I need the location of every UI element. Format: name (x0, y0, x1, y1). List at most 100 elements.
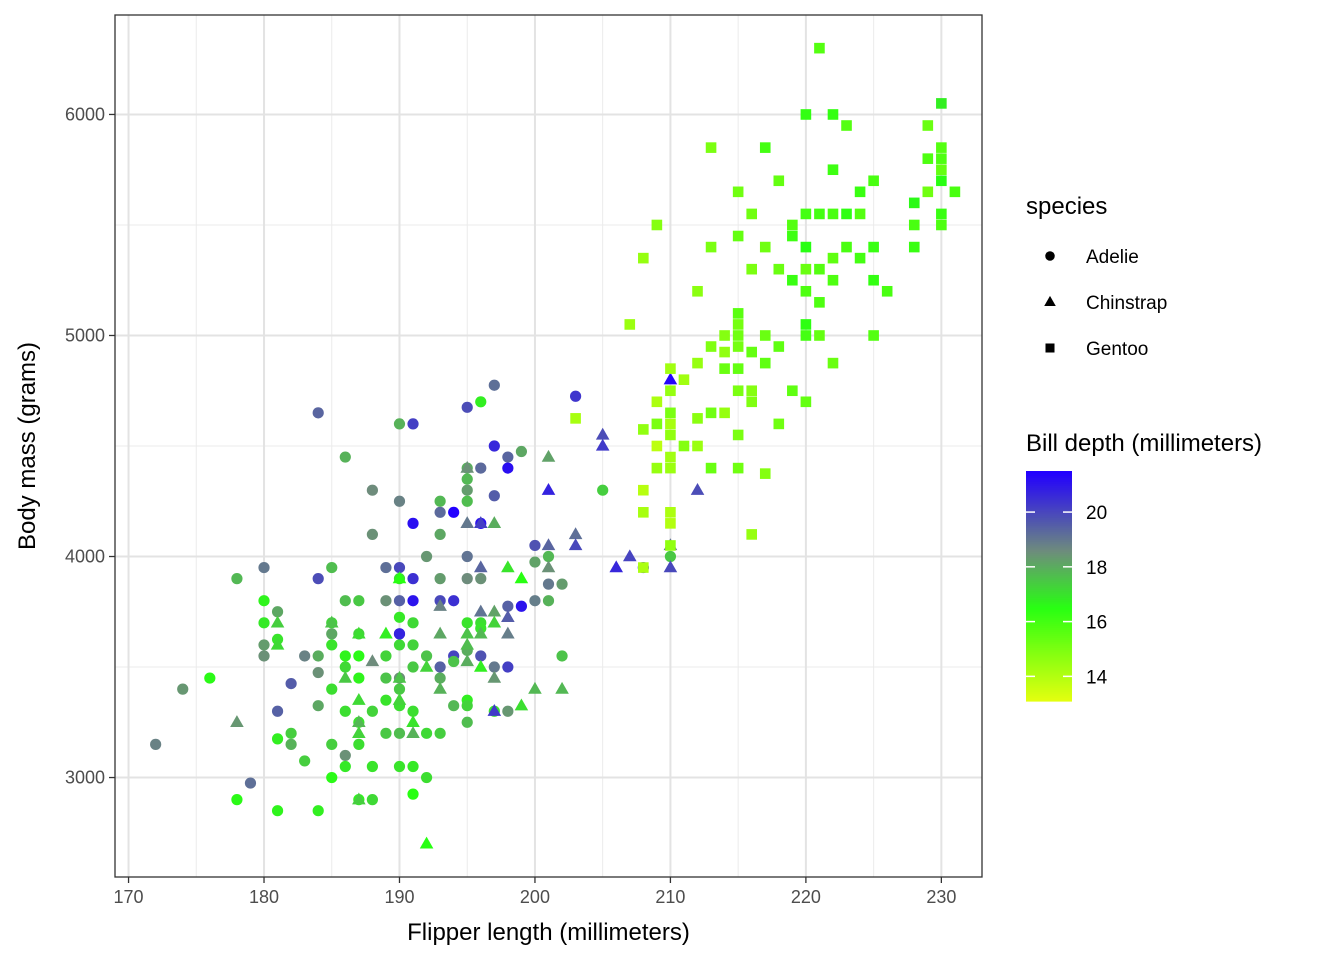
color-bar-segment (1026, 643, 1072, 646)
data-point-adelie (407, 595, 419, 607)
data-point-adelie (393, 628, 406, 640)
color-bar-segment (1026, 479, 1072, 482)
color-bar-segment (1026, 561, 1072, 564)
color-bar-segment (1026, 549, 1072, 552)
y-tick-label: 4000 (65, 547, 105, 567)
color-bar-segment (1026, 475, 1072, 478)
data-point-adelie (556, 578, 568, 590)
data-point-adelie (407, 705, 419, 717)
data-point-adelie (407, 639, 419, 651)
data-point-gentoo (827, 252, 839, 264)
data-point-adelie (461, 495, 473, 507)
data-point-adelie (366, 528, 378, 541)
color-bar-segment (1026, 613, 1072, 616)
data-point-gentoo (678, 374, 690, 385)
data-point-adelie (326, 683, 338, 695)
data-point-gentoo (854, 252, 866, 264)
data-point-gentoo (719, 363, 730, 374)
shape-legend-keys (1044, 251, 1056, 353)
color-bar-segment (1026, 517, 1072, 520)
data-point-gentoo (665, 385, 676, 397)
shape-legend-title: species (1026, 193, 1107, 220)
color-bar-segment (1026, 533, 1072, 536)
data-point-chinstrap (568, 538, 583, 551)
color-legend: Bill depth (millimeters) 14 16 18 20 (1026, 430, 1262, 702)
color-bar-segment (1026, 513, 1072, 516)
data-point-adelie (339, 650, 351, 662)
data-point-gentoo (868, 241, 879, 253)
x-tick-label: 180 (249, 887, 279, 907)
data-point-chinstrap (419, 836, 434, 849)
data-point-gentoo (773, 418, 785, 430)
data-point-chinstrap (501, 560, 515, 573)
data-point-gentoo (800, 208, 812, 220)
color-bar-segment (1026, 619, 1072, 622)
data-point-chinstrap (406, 726, 420, 739)
data-point-gentoo (665, 407, 676, 419)
data-point-adelie (258, 617, 270, 629)
data-point-gentoo (800, 241, 812, 253)
data-point-adelie (407, 760, 419, 773)
data-point-gentoo (908, 219, 920, 231)
data-point-chinstrap (352, 726, 366, 739)
data-point-gentoo (759, 468, 771, 479)
data-point-adelie (380, 595, 392, 607)
color-bar-segment (1026, 635, 1072, 638)
color-bar-segment (1026, 667, 1072, 670)
color-bar-segment (1026, 621, 1072, 624)
data-point-gentoo (908, 241, 920, 253)
color-bar-segment (1026, 615, 1072, 618)
data-point-adelie (434, 661, 446, 673)
data-point-adelie (312, 407, 324, 419)
data-point-adelie (380, 561, 392, 574)
color-bar-segment (1026, 589, 1072, 592)
data-point-gentoo (665, 363, 676, 374)
data-point-adelie (569, 390, 582, 402)
data-point-chinstrap (473, 659, 488, 672)
data-point-gentoo (773, 341, 785, 352)
data-point-adelie (542, 595, 555, 607)
data-point-adelie (271, 805, 284, 817)
data-point-chinstrap (352, 715, 366, 727)
color-bar-segment (1026, 547, 1072, 550)
legend-label-chinstrap: Chinstrap (1086, 293, 1167, 314)
data-point-adelie (312, 573, 324, 585)
data-point-gentoo (759, 330, 771, 341)
data-point-gentoo (732, 363, 744, 374)
data-point-gentoo (922, 120, 934, 131)
data-point-adelie (312, 700, 324, 712)
data-point-gentoo (936, 208, 947, 220)
data-point-chinstrap (406, 715, 420, 727)
data-point-adelie (393, 760, 406, 773)
data-point-gentoo (827, 208, 839, 220)
data-point-gentoo (651, 396, 663, 408)
color-bar-segment (1026, 535, 1072, 538)
data-point-adelie (393, 595, 406, 607)
color-bar-segment (1026, 471, 1072, 474)
data-point-adelie (461, 573, 473, 585)
color-bar-segment (1026, 689, 1072, 692)
color-bar-segment (1026, 685, 1072, 688)
data-point-chinstrap (338, 670, 353, 683)
color-bar-segment (1026, 649, 1072, 652)
color-bar-segment (1026, 587, 1072, 590)
data-point-gentoo (732, 429, 744, 441)
color-bar-segment (1026, 599, 1072, 602)
data-point-adelie (231, 573, 243, 585)
data-point-chinstrap (460, 460, 475, 473)
color-bar-segment (1026, 519, 1072, 522)
color-bar-segment (1026, 481, 1072, 484)
data-point-gentoo (841, 120, 852, 131)
data-point-gentoo (936, 153, 947, 164)
color-bar-segment (1026, 509, 1072, 512)
data-point-chinstrap (595, 427, 610, 440)
data-point-adelie (502, 705, 514, 717)
color-bar-segment (1026, 543, 1072, 546)
data-point-gentoo (881, 285, 893, 297)
data-point-adelie (366, 760, 378, 773)
data-point-adelie (434, 727, 446, 739)
color-bar-segment (1026, 657, 1072, 660)
data-point-chinstrap (365, 654, 380, 667)
data-point-adelie (448, 655, 460, 668)
data-point-gentoo (787, 274, 798, 286)
